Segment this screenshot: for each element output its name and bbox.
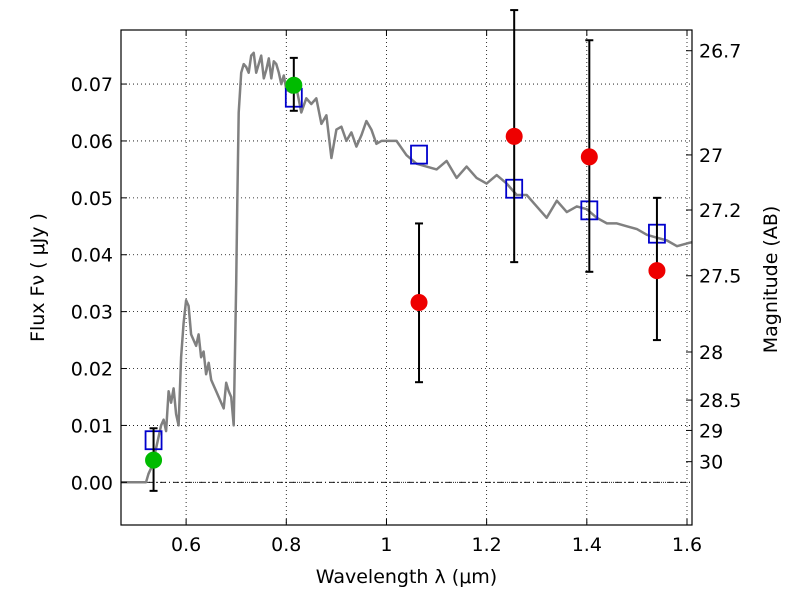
model-flux-square bbox=[410, 144, 428, 165]
x-tick-label: 0.8 bbox=[271, 534, 301, 556]
plot-background bbox=[121, 30, 692, 525]
nondetection-point bbox=[505, 127, 523, 145]
nondetection-point bbox=[648, 262, 666, 280]
detection-point bbox=[285, 76, 303, 94]
detection-point bbox=[145, 451, 163, 469]
right-axis-title: Magnitude (AB) bbox=[760, 206, 782, 354]
y-axis-title: Flux Fν ( μJy ) bbox=[27, 213, 49, 342]
right-tick-label: 28.5 bbox=[699, 390, 741, 412]
x-tick-label: 1.6 bbox=[672, 534, 702, 556]
x-tick-label: 0.6 bbox=[171, 534, 201, 556]
axes-frame bbox=[120, 29, 693, 526]
x-axis-title: Wavelength λ (μm) bbox=[316, 566, 497, 588]
nondetection-point bbox=[580, 148, 598, 166]
y-tick-label: 0.02 bbox=[71, 359, 113, 381]
y-tick-label: 0.01 bbox=[71, 415, 113, 437]
y-tick-label: 0.05 bbox=[71, 188, 113, 210]
right-tick-label: 27 bbox=[699, 145, 723, 167]
y-tick-label: 0.07 bbox=[71, 74, 113, 96]
right-tick-label: 28 bbox=[699, 342, 723, 364]
y-tick-label: 0.04 bbox=[71, 245, 113, 267]
right-tick-label: 30 bbox=[699, 452, 723, 474]
x-tick-label: 1.2 bbox=[472, 534, 502, 556]
x-tick-label: 1 bbox=[380, 534, 392, 556]
nondetection-point bbox=[410, 294, 428, 312]
right-tick-label: 26.7 bbox=[699, 41, 741, 63]
y-tick-label: 0.00 bbox=[71, 472, 113, 494]
x-tick-label: 1.4 bbox=[572, 534, 602, 556]
y-tick-label: 0.03 bbox=[71, 302, 113, 324]
right-tick-label: 29 bbox=[699, 420, 723, 442]
right-tick-label: 27.5 bbox=[699, 266, 741, 288]
y-tick-label: 0.06 bbox=[71, 131, 113, 153]
right-tick-label: 27.2 bbox=[699, 200, 741, 222]
